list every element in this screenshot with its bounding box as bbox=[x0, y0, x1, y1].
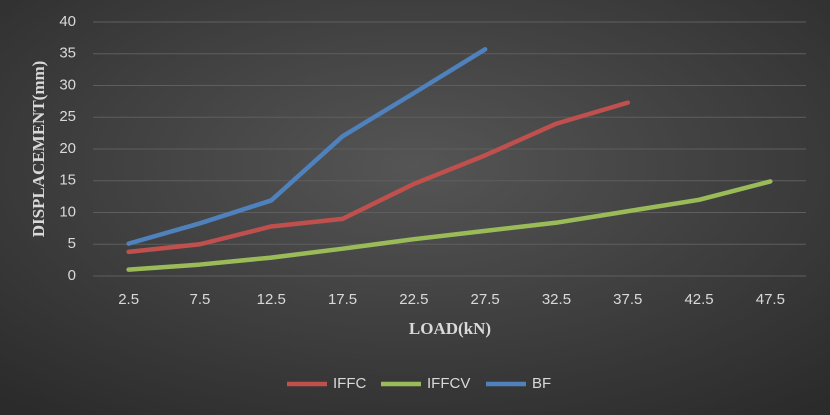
series-line bbox=[126, 100, 630, 255]
x-axis-title: LOAD(kN) bbox=[409, 319, 491, 338]
x-tick-label: 2.5 bbox=[118, 291, 139, 308]
x-tick-label: 22.5 bbox=[399, 291, 428, 308]
series-line bbox=[126, 179, 773, 272]
y-tick-label: 10 bbox=[59, 203, 76, 220]
y-tick-label: 15 bbox=[59, 172, 76, 189]
x-tick-label: 7.5 bbox=[190, 291, 211, 308]
x-tick-label: 17.5 bbox=[328, 291, 357, 308]
x-tick-label: 47.5 bbox=[756, 291, 785, 308]
series-line bbox=[126, 47, 488, 246]
y-tick-label: 35 bbox=[59, 45, 76, 62]
x-tick-label: 32.5 bbox=[542, 291, 571, 308]
legend-label: IFFCV bbox=[427, 375, 470, 392]
x-tick-label: 27.5 bbox=[471, 291, 500, 308]
y-tick-label: 25 bbox=[59, 108, 76, 125]
legend-label: IFFC bbox=[333, 375, 366, 392]
x-tick-label: 12.5 bbox=[257, 291, 286, 308]
y-tick-label: 5 bbox=[68, 235, 76, 252]
y-tick-label: 30 bbox=[59, 76, 76, 93]
y-tick-label: 0 bbox=[68, 267, 76, 284]
y-tick-label: 20 bbox=[59, 140, 76, 157]
y-tick-label: 40 bbox=[59, 13, 76, 30]
legend-label: BF bbox=[532, 375, 551, 392]
y-axis-title: DISPLACEMENT(mm) bbox=[29, 61, 48, 238]
x-tick-label: 37.5 bbox=[613, 291, 642, 308]
x-tick-label: 42.5 bbox=[684, 291, 713, 308]
